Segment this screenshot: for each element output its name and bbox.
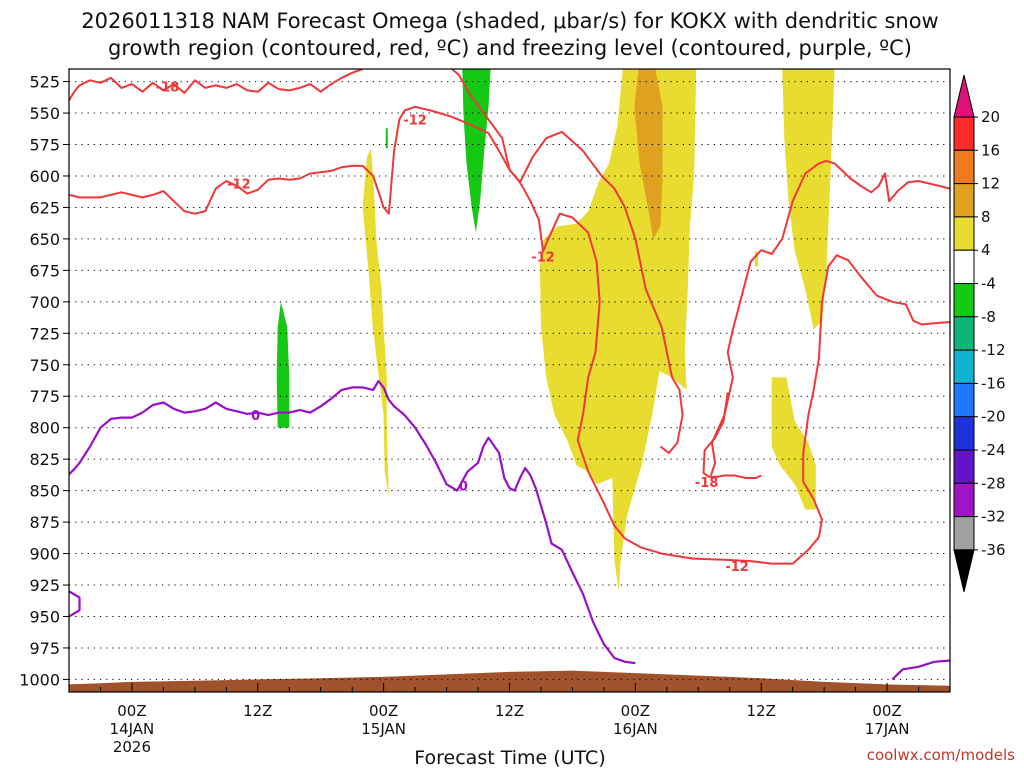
y-tick-label-900: 900 [29,545,60,564]
x-tick-year-0: 2026 [113,738,151,756]
dgz-contour-1 [69,105,950,565]
contour-label-4: -12 [725,560,749,575]
x-tick-label-36: 12Z [495,702,524,720]
colorbar-label-8: -16 [981,374,1006,392]
x-tick-label-0: 00Z [117,702,146,720]
colorbar-bin-10 [953,449,975,484]
colorbar-label-13: -36 [981,541,1006,559]
colorbar-label-12: -32 [981,508,1006,526]
freezing-level-contour-2 [891,659,950,681]
y-tick-label-550: 550 [29,104,60,123]
y-tick-label-575: 575 [29,136,60,155]
colorbar-label-0: 20 [981,108,1000,126]
x-tick-label-60: 12Z [747,702,776,720]
dgz-contour-2 [451,69,684,454]
omega-region-yellow-15jan [362,148,389,497]
credit-text: coolwx.com/models [867,746,1015,764]
y-tick-label-700: 700 [29,293,60,312]
y-tick-label-950: 950 [29,607,60,626]
terrain-fill [69,670,950,692]
y-tick-label-800: 800 [29,419,60,438]
colorbar-bin-7 [953,349,975,384]
colorbar-top-arrow [953,74,975,118]
x-tick-date-24: 15JAN [361,720,406,738]
y-tick-label-775: 775 [29,387,60,406]
colorbar-bin-2 [953,183,975,218]
omega-region-yellow-right [782,69,835,330]
contour-label-3: -12 [531,251,555,266]
y-tick-label-650: 650 [29,230,60,249]
colorbar-bin-12 [953,516,975,551]
colorbar-label-1: 16 [981,141,1000,159]
contour-label-0: -18 [156,81,180,96]
contour-label-1: -12 [227,178,251,193]
y-tick-label-850: 850 [29,482,60,501]
omega-region-green-small [385,128,388,149]
y-tick-label-925: 925 [29,576,60,595]
colorbar-label-2: 12 [981,175,1000,193]
colorbar-label-3: 8 [981,208,991,226]
colorbar-bin-5 [953,283,975,318]
y-tick-label-750: 750 [29,356,60,375]
colorbar-bin-1 [953,149,975,185]
colorbar-bin-6 [953,316,975,351]
colorbar-label-10: -24 [981,441,1006,459]
dgz-contour-0 [69,69,364,102]
contour-label-7: 0 [459,480,468,495]
colorbar-bin-4 [953,249,975,284]
contour-label-5: -18 [695,476,719,491]
y-tick-label-1000: 1000 [19,670,60,689]
omega-region-yellow-main [539,69,697,592]
colorbar-label-7: -12 [981,341,1006,359]
y-tick-label-675: 675 [29,261,60,280]
freezing-level-contour-0 [69,380,636,665]
y-tick-label-525: 525 [29,73,60,92]
omega-region-orange-core [634,69,663,239]
colorbar-bin-0 [953,116,975,151]
contour-label-6: 0 [251,409,260,424]
gridlines [69,81,950,680]
colorbar-label-11: -28 [981,474,1006,492]
y-tick-label-975: 975 [29,639,60,658]
colorbar-bin-11 [953,482,975,518]
x-tick-date-72: 17JAN [865,720,910,738]
contour-label-2: -12 [403,113,427,128]
freezing-level-contour-1 [69,590,81,618]
x-tick-date-0: 14JAN [110,720,155,738]
colorbar-label-4: 4 [981,241,991,259]
colorbar-label-5: -4 [981,275,996,293]
omega-region-yellow-right-lower [771,377,816,510]
omega-region-green-lower [276,301,290,428]
dgz-contour-inner [702,392,762,479]
colorbar: 20 16 12 8 4 -4 -8 -12 -16 -20 -24 -28 -32 -36 [953,74,1006,593]
x-axis-title: Forecast Time (UTC) [414,747,605,768]
omega-region-green-upper [462,69,491,233]
y-tick-label-875: 875 [29,513,60,532]
y-tick-label-625: 625 [29,198,60,217]
y-axis: 525 550 575 600 625 650 675 700 725 750 775 800 825 8… [19,73,69,689]
omega-shading [276,69,835,592]
contour-labels: -18 -12 -12 -12 -12 -18 0 0 [156,81,749,576]
chart-title-line1: 2026011318 NAM Forecast Omega (shaded, μ… [81,9,938,33]
dgz-contour-3 [709,159,950,476]
x-tick-label-12: 12Z [243,702,272,720]
colorbar-bottom-arrow [953,549,975,593]
colorbar-label-9: -20 [981,408,1006,426]
y-tick-label-600: 600 [29,167,60,186]
colorbar-bin-3 [953,216,975,251]
x-tick-label-72: 00Z [872,702,901,720]
colorbar-bin-8 [953,382,975,418]
y-tick-label-825: 825 [29,450,60,469]
x-tick-label-24: 00Z [369,702,398,720]
terrain [69,670,950,692]
chart-title-line2: growth region (contoured, red, ºC) and f… [108,36,912,60]
contours [69,69,950,681]
x-tick-date-48: 16JAN [613,720,658,738]
y-tick-label-725: 725 [29,324,60,343]
colorbar-label-6: -8 [981,308,996,326]
colorbar-bin-9 [953,416,975,451]
x-tick-label-48: 00Z [621,702,650,720]
